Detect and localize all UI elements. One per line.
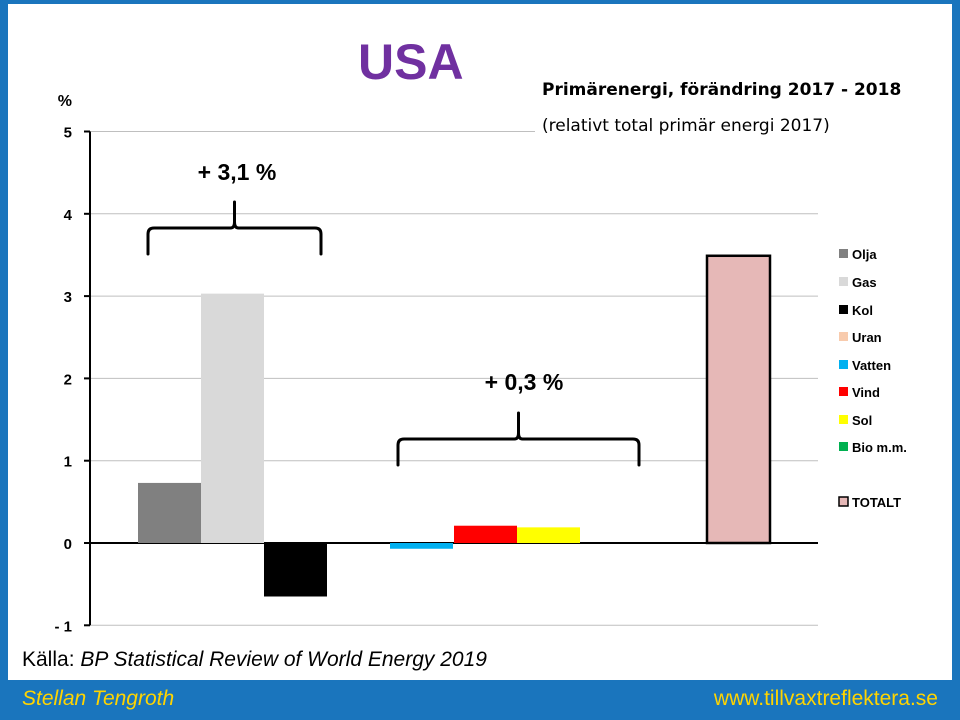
legend-label: Vind: [852, 385, 880, 400]
legend-swatch: [838, 496, 849, 507]
legend-swatch: [839, 442, 848, 451]
y-tick-label: - 1: [54, 618, 72, 635]
legend-swatch: [839, 305, 848, 314]
chart-subtitle-note: (relativt total primär energi 2017): [542, 116, 830, 136]
bar-vatten: [390, 543, 453, 549]
y-tick-label: 3: [64, 289, 72, 306]
bar-kol: [264, 543, 327, 597]
legend: Olja Gas Kol Uran Vatten Vind Sol Bio m.m. TOTAL…: [838, 247, 907, 510]
bar-olja: [138, 482, 201, 543]
bar-gas: [201, 293, 264, 543]
legend-swatch: [839, 415, 848, 424]
source-text: BP Statistical Review of World Energy 20…: [80, 648, 487, 671]
footer-site-link[interactable]: www.tillvaxtreflektera.se: [713, 687, 938, 710]
annotation-renewable: + 0,3 %: [485, 369, 564, 395]
frame-top: [0, 0, 960, 4]
legend-swatch: [839, 277, 848, 286]
legend-label: Kol: [852, 303, 873, 318]
legend-label: Sol: [852, 413, 872, 428]
y-tick-label: 2: [64, 371, 72, 388]
source-label: Källa:: [22, 648, 75, 671]
legend-label: Uran: [852, 330, 882, 345]
y-tick-label: 4: [64, 207, 73, 224]
bar-totalt: [705, 254, 772, 545]
legend-label: Vatten: [852, 358, 891, 373]
legend-label: Olja: [852, 247, 877, 262]
annotation-fossil: + 3,1 %: [198, 159, 277, 185]
brace: [396, 411, 641, 467]
frame-left: [0, 0, 8, 680]
legend-label: Bio m.m.: [852, 440, 907, 455]
legend-swatch: [839, 332, 848, 341]
chart: - 1 0 1 2 3 4 5% + 3,1 % + 0,3 % Olja Gas Kol Uran…: [54, 93, 907, 635]
y-tick-label: 5: [64, 125, 72, 142]
y-axis-label: %: [58, 93, 72, 110]
braces: [146, 200, 641, 467]
chart-subtitle: Primärenergi, förändring 2017 - 2018: [542, 80, 902, 100]
bars: [138, 254, 772, 597]
source-line: Källa: BP Statistical Review of World En…: [22, 648, 487, 672]
page-title: USA: [358, 34, 464, 90]
legend-label: Gas: [852, 275, 877, 290]
y-tick-label: 0: [64, 536, 72, 553]
legend-swatch: [839, 360, 848, 369]
footer-bar: [0, 680, 960, 720]
legend-label: TOTALT: [852, 495, 901, 510]
legend-swatch: [839, 249, 848, 258]
bar-sol: [517, 527, 580, 543]
brace: [146, 200, 323, 256]
y-tick-label: 1: [64, 454, 72, 471]
footer-author: Stellan Tengroth: [22, 687, 175, 710]
frame-right: [952, 0, 960, 680]
annotations: + 3,1 % + 0,3 %: [198, 159, 564, 395]
bar-vind: [454, 525, 517, 543]
legend-swatch: [839, 387, 848, 396]
y-axis: - 1 0 1 2 3 4 5%: [54, 93, 818, 635]
